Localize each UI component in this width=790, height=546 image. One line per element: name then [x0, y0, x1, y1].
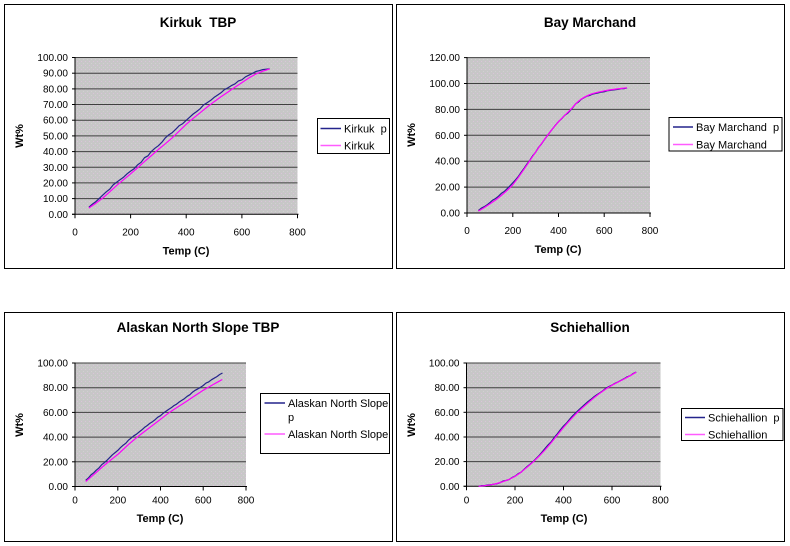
svg-text:10.00: 10.00 [43, 194, 68, 205]
svg-text:0: 0 [72, 496, 78, 507]
svg-text:Kirkuk p: Kirkuk p [344, 124, 387, 136]
svg-text:600: 600 [604, 495, 621, 506]
svg-text:Alaskan North Slope: Alaskan North Slope [288, 398, 388, 410]
svg-text:Schiehallion p: Schiehallion p [708, 413, 780, 425]
svg-text:600: 600 [195, 496, 212, 507]
svg-text:60.00: 60.00 [43, 408, 68, 419]
svg-text:600: 600 [596, 226, 613, 237]
svg-text:400: 400 [152, 496, 169, 507]
svg-text:Kirkuk: Kirkuk [344, 141, 375, 153]
svg-text:80.00: 80.00 [43, 383, 68, 394]
svg-text:20.00: 20.00 [43, 457, 68, 468]
svg-text:20.00: 20.00 [434, 457, 459, 468]
svg-text:0: 0 [464, 495, 470, 506]
svg-text:100.00: 100.00 [429, 359, 460, 370]
svg-text:Alaskan North Slope: Alaskan North Slope [288, 429, 388, 441]
svg-text:Wt%: Wt% [14, 413, 26, 437]
svg-text:800: 800 [238, 496, 255, 507]
svg-text:40.00: 40.00 [43, 433, 68, 444]
svg-text:800: 800 [642, 226, 659, 237]
svg-text:0: 0 [72, 227, 78, 238]
svg-text:Bay Marchand: Bay Marchand [544, 15, 636, 30]
svg-text:80.00: 80.00 [434, 383, 459, 394]
svg-text:Wt%: Wt% [406, 413, 418, 437]
svg-text:Temp (C): Temp (C) [541, 513, 588, 525]
svg-text:400: 400 [178, 227, 195, 238]
svg-text:90.00: 90.00 [43, 69, 68, 80]
svg-text:200: 200 [109, 496, 126, 507]
svg-text:200: 200 [504, 226, 521, 237]
svg-text:Bay Marchand: Bay Marchand [696, 140, 767, 152]
svg-text:40.00: 40.00 [434, 433, 459, 444]
svg-text:p: p [288, 412, 294, 424]
svg-text:80.00: 80.00 [435, 105, 460, 116]
svg-text:Bay Marchand p: Bay Marchand p [696, 122, 779, 134]
svg-text:800: 800 [289, 227, 306, 238]
svg-text:50.00: 50.00 [43, 131, 68, 142]
svg-text:Temp (C): Temp (C) [535, 244, 582, 256]
svg-text:100.00: 100.00 [429, 79, 460, 90]
svg-text:Wt%: Wt% [406, 123, 418, 147]
svg-text:80.00: 80.00 [43, 84, 68, 95]
svg-text:Wt%: Wt% [14, 124, 26, 148]
svg-text:Schiehallion: Schiehallion [550, 320, 630, 335]
svg-text:100.00: 100.00 [37, 53, 68, 64]
svg-text:70.00: 70.00 [43, 100, 68, 111]
svg-text:20.00: 20.00 [435, 183, 460, 194]
svg-text:120.00: 120.00 [429, 53, 460, 64]
svg-text:40.00: 40.00 [435, 157, 460, 168]
svg-text:0.00: 0.00 [441, 209, 461, 220]
svg-text:800: 800 [652, 495, 669, 506]
svg-text:Schiehallion: Schiehallion [708, 430, 767, 442]
svg-text:100.00: 100.00 [37, 359, 68, 370]
svg-text:200: 200 [122, 227, 139, 238]
svg-text:0.00: 0.00 [440, 482, 460, 493]
svg-text:60.00: 60.00 [43, 116, 68, 127]
svg-text:400: 400 [550, 226, 567, 237]
svg-text:60.00: 60.00 [434, 408, 459, 419]
svg-text:Kirkuk TBP: Kirkuk TBP [160, 15, 237, 30]
svg-text:0.00: 0.00 [49, 210, 69, 221]
svg-text:Temp (C): Temp (C) [163, 245, 210, 257]
svg-text:400: 400 [555, 495, 572, 506]
svg-text:Alaskan North Slope TBP: Alaskan North Slope TBP [117, 320, 280, 335]
svg-text:200: 200 [507, 495, 524, 506]
svg-text:0.00: 0.00 [49, 482, 69, 493]
svg-text:600: 600 [234, 227, 251, 238]
svg-text:0: 0 [464, 226, 470, 237]
svg-text:20.00: 20.00 [43, 178, 68, 189]
svg-text:40.00: 40.00 [43, 147, 68, 158]
svg-text:30.00: 30.00 [43, 163, 68, 174]
svg-text:60.00: 60.00 [435, 131, 460, 142]
svg-text:Temp (C): Temp (C) [137, 513, 184, 525]
